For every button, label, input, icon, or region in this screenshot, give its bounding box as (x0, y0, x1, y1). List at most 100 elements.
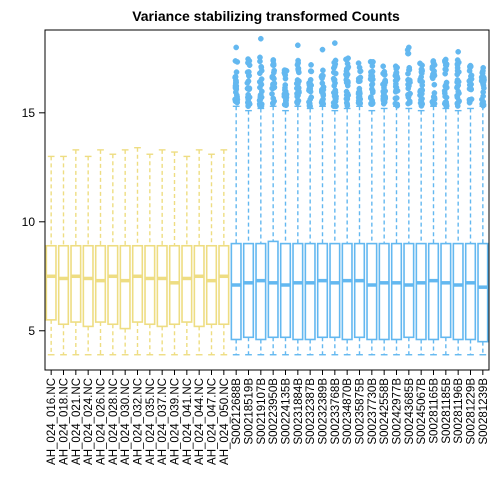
iqr-box (415, 242, 427, 341)
y-tick-label: 15 (22, 106, 36, 120)
outlier-point (258, 81, 265, 88)
outlier-point (357, 74, 364, 81)
outlier-point (232, 58, 239, 64)
x-tick-label: S00243685B (404, 378, 416, 445)
outlier-point (431, 96, 437, 103)
outlier-point (392, 95, 399, 102)
outlier-point (417, 60, 423, 67)
iqr-box (329, 242, 341, 339)
x-tick-label: S00234870B (342, 378, 354, 445)
chart-title: Variance stabilizing transformed Counts (132, 8, 400, 24)
box-S00243685B (403, 44, 415, 356)
outlier-point (380, 93, 387, 100)
outlier-point (269, 73, 276, 80)
outlier-point (308, 94, 315, 101)
outlier-point (454, 64, 461, 71)
outlier-point (233, 69, 240, 75)
x-tick-label: AH_024_028.NC (108, 378, 120, 465)
box-S00224135B (279, 67, 292, 356)
box-S00242558B (378, 63, 390, 356)
iqr-box (292, 242, 304, 341)
outlier-point (480, 78, 487, 85)
x-tick-label: AH_024_044.NC (194, 378, 206, 465)
outlier-point (296, 89, 302, 96)
outlier-point (331, 40, 338, 46)
outlier-point (343, 73, 350, 80)
outlier-point (381, 68, 388, 75)
outlier-point (343, 56, 349, 63)
iqr-box (144, 244, 156, 326)
outlier-points (318, 46, 327, 107)
outlier-points (380, 63, 389, 107)
outlier-point (481, 85, 487, 91)
outlier-point (393, 101, 399, 108)
x-tick-label: S00281196B (453, 378, 465, 444)
box-S00232389B (316, 46, 329, 356)
outlier-point (271, 84, 278, 90)
outlier-point (455, 82, 462, 89)
iqr-box (168, 244, 181, 326)
outlier-point (405, 91, 411, 98)
outlier-point (257, 96, 264, 103)
outlier-point (270, 57, 277, 64)
x-tick-label: S00232389B (318, 378, 330, 445)
outlier-point (468, 86, 474, 92)
box-AH_024_030.NC (119, 149, 131, 356)
outlier-point (283, 91, 290, 98)
outlier-point (356, 64, 363, 71)
iqr-box (45, 244, 57, 321)
iqr-box (440, 242, 452, 339)
outlier-point (344, 65, 351, 72)
outlier-point (455, 48, 462, 55)
iqr-box (390, 242, 403, 341)
box-S00281196B (452, 48, 464, 356)
outlier-point (232, 89, 239, 96)
outlier-point (319, 87, 326, 94)
box-AH_024_021.NC (70, 149, 82, 356)
outlier-points (478, 64, 487, 109)
x-tick-label: S00242977B (392, 378, 404, 445)
outlier-point (258, 102, 264, 109)
iqr-box (82, 244, 94, 328)
outlier-point (246, 85, 253, 92)
box-AH_024_037.NC (156, 149, 168, 356)
outlier-point (468, 76, 475, 82)
iqr-box (218, 244, 230, 326)
outlier-point (357, 90, 363, 97)
iqr-box (156, 244, 168, 328)
outlier-points (441, 56, 450, 110)
outlier-point (369, 88, 376, 94)
plot-area (45, 35, 489, 356)
outlier-point (331, 65, 337, 71)
x-tick-label: S00232387B (305, 378, 317, 445)
outlier-point (294, 42, 301, 49)
outlier-point (269, 91, 275, 97)
iqr-box (427, 242, 440, 341)
outlier-points (343, 55, 352, 109)
box-S00223950B (267, 57, 279, 356)
outlier-point (246, 72, 252, 79)
outlier-point (245, 78, 252, 85)
outlier-points (293, 42, 302, 106)
box-AH_024_026.NC (94, 149, 107, 356)
box-S00212688B (230, 44, 242, 356)
iqr-box (119, 244, 131, 330)
x-tick-label: S00219107B (256, 378, 268, 445)
outlier-point (380, 63, 387, 70)
box-S00245067B (415, 60, 427, 356)
box-AH_024_050.NC (218, 149, 230, 356)
outlier-point (419, 87, 426, 94)
iqr-box (242, 242, 255, 339)
box-S00242977B (390, 63, 403, 356)
outlier-point (257, 35, 264, 42)
iqr-box (181, 244, 193, 323)
outlier-point (294, 100, 301, 106)
x-tick-label: AH_024_030.NC (120, 378, 132, 465)
outlier-point (431, 62, 438, 68)
iqr-box (255, 242, 267, 341)
iqr-box (70, 244, 82, 323)
outlier-point (307, 68, 314, 74)
y-axis: 5 10 15 (22, 106, 46, 338)
outlier-point (479, 70, 486, 77)
outlier-point (319, 46, 326, 53)
